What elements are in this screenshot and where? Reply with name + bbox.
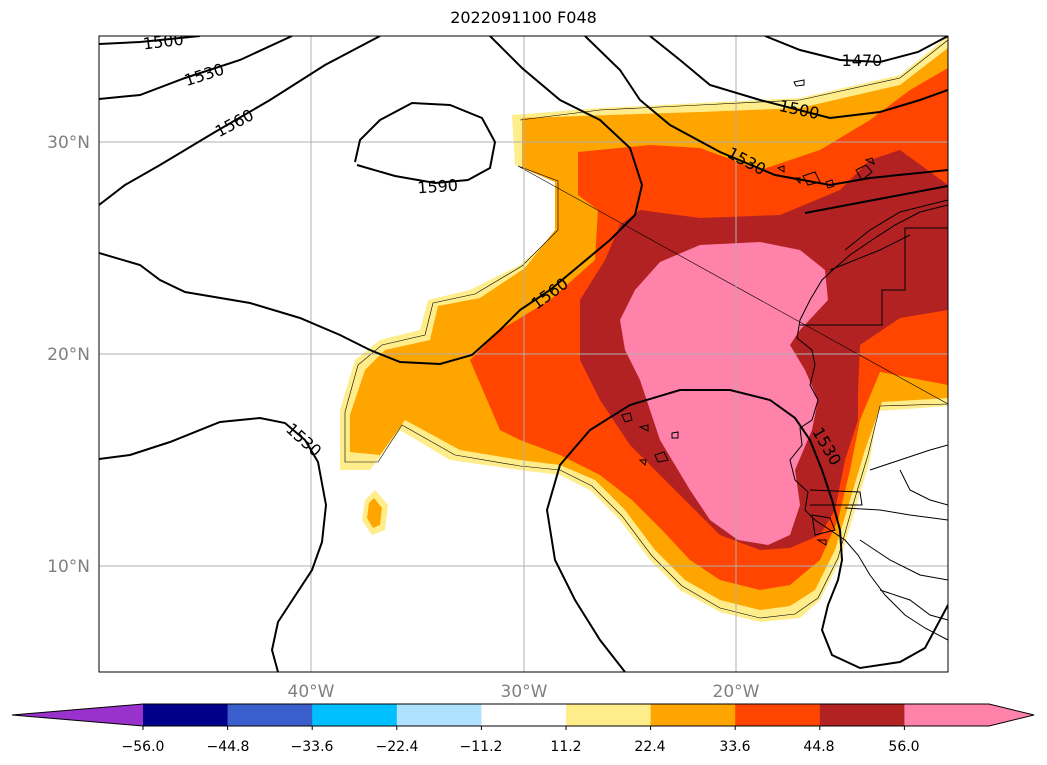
colorbar-tick-labels: −56.0 −44.8 −33.6 −22.4 −11.2 11.2 22.4 … [122,739,920,755]
colorbar-segment [396,704,482,726]
colorbar-segment [312,704,398,726]
colorbar-tick-label: 11.2 [550,739,581,755]
colorbar [11,703,1035,730]
colorbar-segment [481,704,567,726]
height-contours [99,36,948,672]
colorbar-segment [566,704,652,726]
colorbar-segment [227,704,313,726]
colorbar-segment [735,704,821,726]
map-title: 2022091100 F048 [450,8,597,27]
colorbar-tick-label: −56.0 [122,739,165,755]
colorbar-tick-label: 33.6 [719,739,750,755]
anomaly-outline [344,39,948,619]
anomaly-above-56 [620,242,828,545]
gridlines [99,36,948,672]
lat-label-10n: 10°N [47,557,90,577]
colorbar-segment [904,704,990,726]
map-frame [98,35,949,673]
colorbar-extend-high [989,704,1034,726]
colorbar-extend-low [12,704,143,726]
colorbar-tick-label: −22.4 [376,739,419,755]
colorbar-tick-label: 44.8 [803,739,834,755]
colorbar-tick-label: −11.2 [460,739,503,755]
colorbar-segment [650,704,736,726]
colorbar-tick-label: 56.0 [888,739,919,755]
colorbar-tick-label: −33.6 [291,739,334,755]
colorbar-tick-label: −44.8 [207,739,250,755]
lat-label-20n: 20°N [47,345,90,365]
contour-label: 1590 [417,176,459,198]
lon-label-30w: 30°W [501,682,548,702]
colorbar-tick-label: 22.4 [634,739,665,755]
anomaly-small-patch-inner [367,498,382,528]
colorbar-segment [143,704,229,726]
lon-label-20w: 20°W [713,682,760,702]
contour-label: 1470 [842,51,883,70]
map-area: 1500 1530 1560 1590 1560 1530 1500 1470 … [99,30,948,672]
colorbar-segment [819,704,905,726]
lat-label-30n: 30°N [47,133,90,153]
lon-label-40w: 40°W [288,682,335,702]
colorbar-outline [11,703,1035,727]
contour-label: 1500 [142,30,185,54]
